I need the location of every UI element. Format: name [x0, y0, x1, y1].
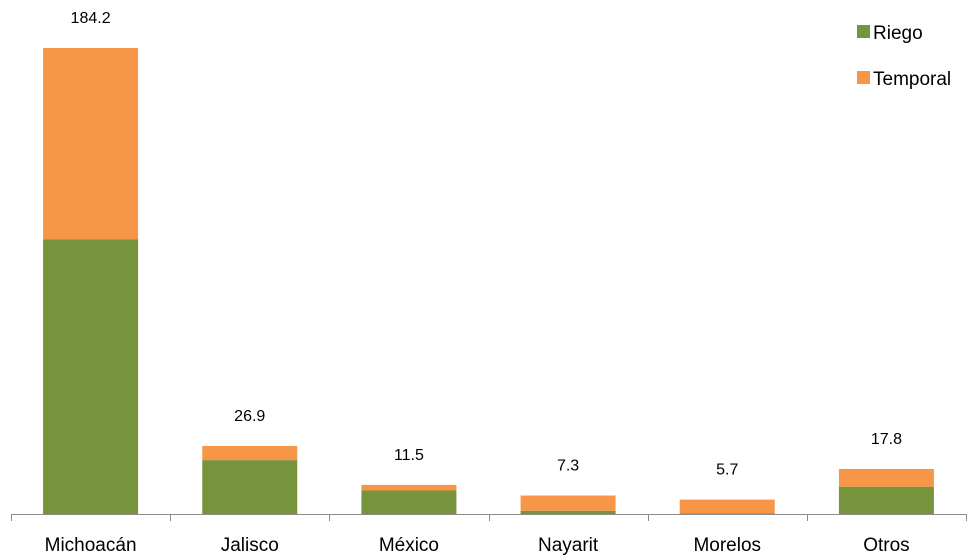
legend-swatch-temporal	[857, 71, 870, 84]
total-label: 5.7	[716, 462, 738, 479]
x-axis	[11, 514, 967, 521]
total-label: 17.8	[871, 431, 902, 448]
bar-riego-4	[520, 510, 616, 514]
bar-riego-3	[361, 490, 457, 514]
tick-labels: Michoacán Jalisco México Nayarit Morelos Otro…	[45, 535, 910, 556]
bar-temporal-1	[43, 48, 139, 240]
legend: Riego Temporal	[857, 23, 951, 90]
x-tick-label: Otros	[863, 535, 909, 556]
bars-group	[43, 48, 934, 514]
bar-temporal-5	[679, 499, 775, 514]
bar-temporal-6	[838, 468, 934, 487]
bar-riego-5	[679, 513, 775, 514]
total-label: 7.3	[557, 458, 579, 475]
legend-label-riego: Riego	[873, 23, 923, 44]
total-labels: 184.2 26.9 11.5 7.3 5.7 17.8	[71, 10, 903, 479]
total-label: 184.2	[71, 10, 111, 27]
legend-label-temporal: Temporal	[873, 69, 951, 90]
total-label: 26.9	[234, 408, 265, 425]
bar-riego-1	[43, 239, 139, 514]
x-tick-label: Jalisco	[221, 535, 279, 556]
total-label: 11.5	[394, 447, 424, 464]
legend-swatch-riego	[857, 25, 870, 38]
x-tick-label: Morelos	[693, 535, 761, 556]
bar-riego-2	[202, 460, 298, 514]
x-tick-label: México	[379, 535, 439, 556]
bar-temporal-3	[361, 484, 457, 491]
bar-temporal-4	[520, 495, 616, 511]
bar-temporal-2	[202, 445, 298, 461]
bar-riego-6	[838, 486, 934, 514]
x-tick-label: Michoacán	[45, 535, 137, 556]
x-tick-label: Nayarit	[538, 535, 599, 556]
